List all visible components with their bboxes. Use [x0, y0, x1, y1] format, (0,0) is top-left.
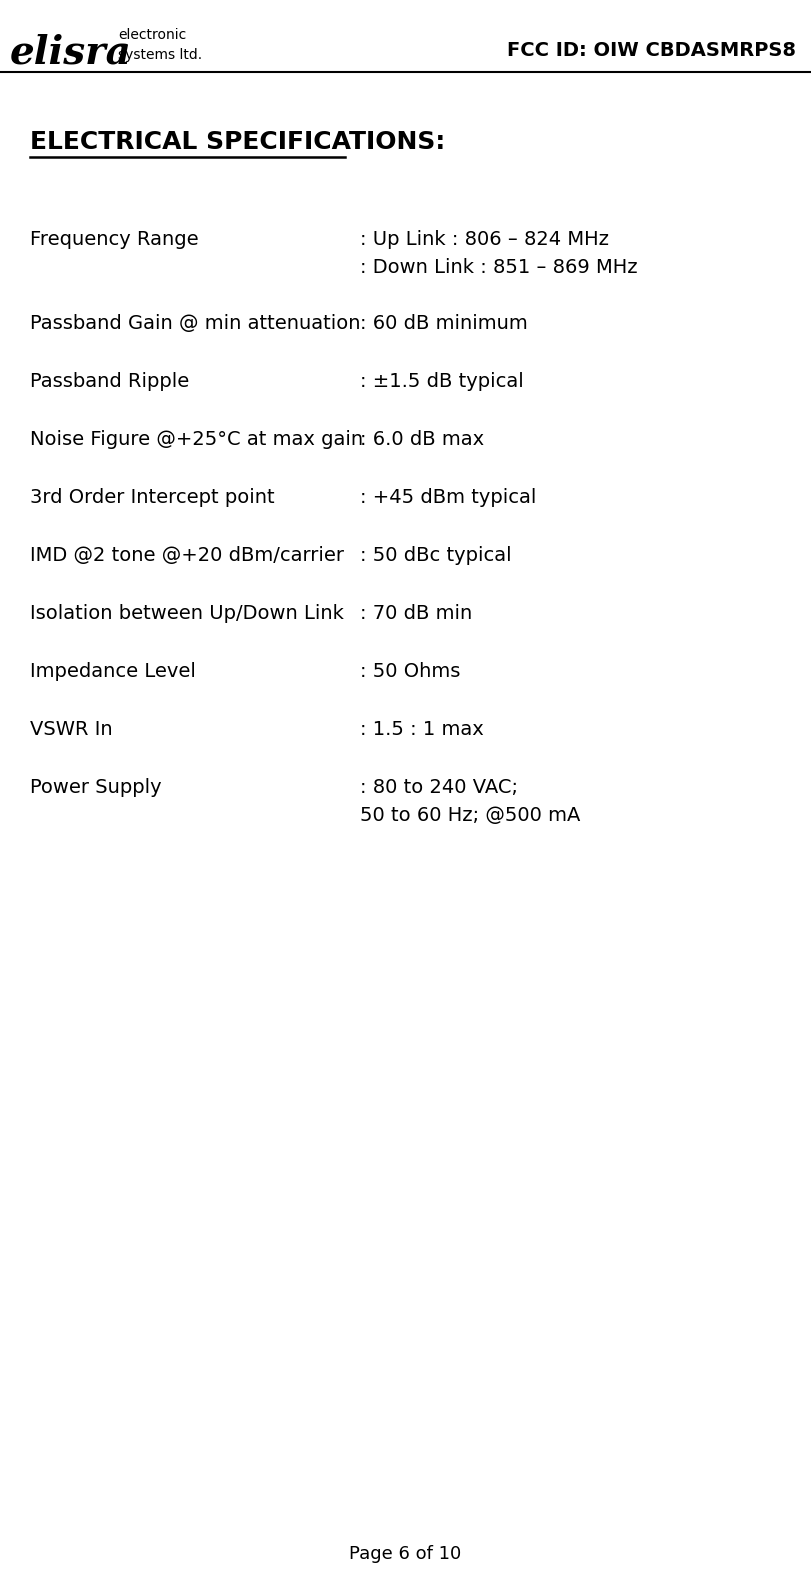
Text: : 70 dB min: : 70 dB min: [360, 604, 472, 623]
Text: 3rd Order Intercept point: 3rd Order Intercept point: [30, 488, 275, 507]
Text: ELECTRICAL SPECIFICATIONS:: ELECTRICAL SPECIFICATIONS:: [30, 131, 445, 154]
Text: : ±1.5 dB typical: : ±1.5 dB typical: [360, 371, 524, 390]
Text: : Up Link : 806 – 824 MHz: : Up Link : 806 – 824 MHz: [360, 230, 609, 249]
Text: 50 to 60 Hz; @500 mA: 50 to 60 Hz; @500 mA: [360, 806, 581, 825]
Text: IMD @2 tone @+20 dBm/carrier: IMD @2 tone @+20 dBm/carrier: [30, 546, 344, 565]
Text: : 80 to 240 VAC;: : 80 to 240 VAC;: [360, 778, 518, 796]
Text: Page 6 of 10: Page 6 of 10: [350, 1546, 461, 1563]
Text: elisra: elisra: [10, 33, 132, 71]
Text: Passband Gain @ min attenuation: Passband Gain @ min attenuation: [30, 313, 361, 334]
Text: electronic: electronic: [118, 28, 187, 42]
Text: Isolation between Up/Down Link: Isolation between Up/Down Link: [30, 604, 344, 623]
Text: : 6.0 dB max: : 6.0 dB max: [360, 430, 484, 449]
Text: VSWR In: VSWR In: [30, 719, 113, 740]
Text: Impedance Level: Impedance Level: [30, 663, 196, 682]
Text: Noise Figure @+25°C at max gain: Noise Figure @+25°C at max gain: [30, 430, 363, 449]
Text: : 60 dB minimum: : 60 dB minimum: [360, 313, 528, 334]
Text: : 50 dBc typical: : 50 dBc typical: [360, 546, 512, 565]
Text: FCC ID: OIW CBDASMRPS8: FCC ID: OIW CBDASMRPS8: [507, 41, 796, 60]
Text: : 50 Ohms: : 50 Ohms: [360, 663, 461, 682]
Text: : 1.5 : 1 max: : 1.5 : 1 max: [360, 719, 483, 740]
Text: : +45 dBm typical: : +45 dBm typical: [360, 488, 536, 507]
Text: systems ltd.: systems ltd.: [118, 47, 202, 61]
Text: Frequency Range: Frequency Range: [30, 230, 199, 249]
Text: : Down Link : 851 – 869 MHz: : Down Link : 851 – 869 MHz: [360, 258, 637, 277]
Text: Power Supply: Power Supply: [30, 778, 161, 796]
Text: Passband Ripple: Passband Ripple: [30, 371, 189, 390]
